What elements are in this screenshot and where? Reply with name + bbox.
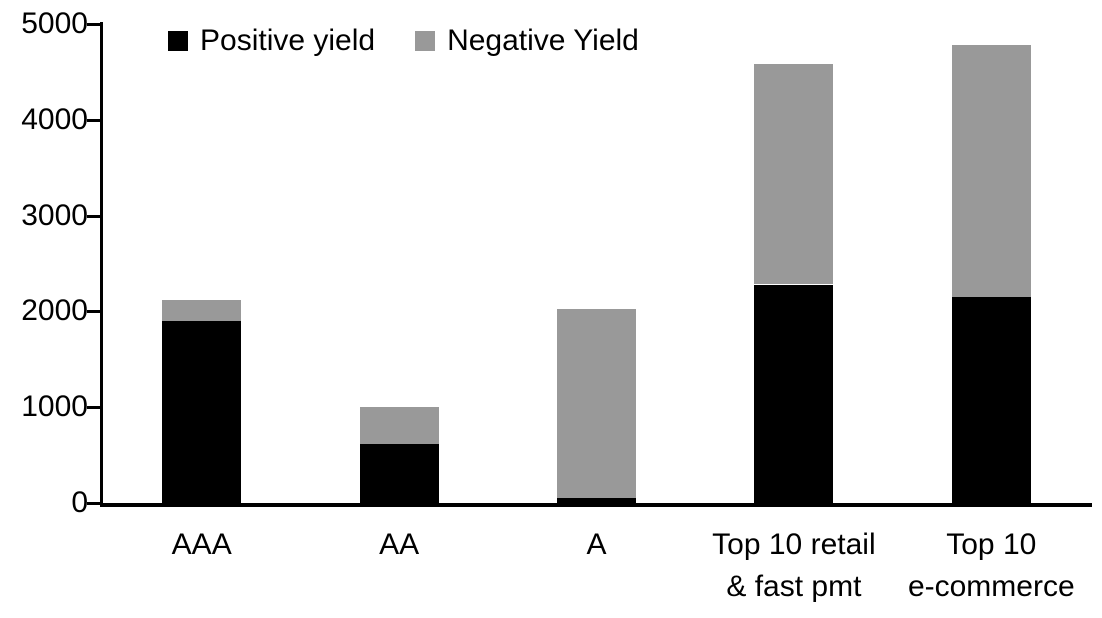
bar-segment-positive-yield [557,498,636,503]
y-tick-mark [87,406,103,410]
y-tick-label: 5000 [21,7,88,40]
y-tick-mark [87,214,103,218]
y-tick-label: 4000 [21,102,88,136]
y-tick-mark [87,118,103,122]
bar-segment-negative-yield [162,299,242,321]
bar-segment-negative-yield [951,45,1031,298]
legend-item: Negative Yield [415,24,639,58]
y-tick-label: 0 [71,486,88,519]
bar-segment-positive-yield [754,284,834,503]
y-axis [100,22,103,507]
x-category-label: Top 10 e-commerce [907,528,1075,603]
bar-segment-positive-yield [162,321,242,503]
legend-label: Negative Yield [447,24,639,57]
y-tick-mark [87,310,103,314]
x-category-label: AAA [171,528,232,561]
y-tick-label: 1000 [21,390,88,424]
y-tick-label: 2000 [21,294,88,328]
bar-segment-negative-yield [359,407,439,444]
bar-segment-negative-yield [557,308,636,499]
y-tick-label: 3000 [21,198,88,232]
y-tick-mark [87,23,103,26]
bar-segment-positive-yield [951,297,1031,503]
chart-legend: Positive yield Negative Yield [168,24,639,58]
x-category-label: AA [379,528,420,561]
x-axis [100,503,1092,507]
legend-marker-negative-icon [415,31,436,51]
bar-segment-negative-yield [754,64,834,285]
x-category-label: Top 10 retail & fast pmt [712,528,876,603]
legend-item: Positive yield [168,24,375,58]
bar-segment-positive-yield [359,443,439,503]
legend-marker-positive-icon [168,31,188,51]
x-category-label: A [586,528,607,561]
legend-label: Positive yield [200,24,376,57]
y-tick-mark [87,502,103,505]
